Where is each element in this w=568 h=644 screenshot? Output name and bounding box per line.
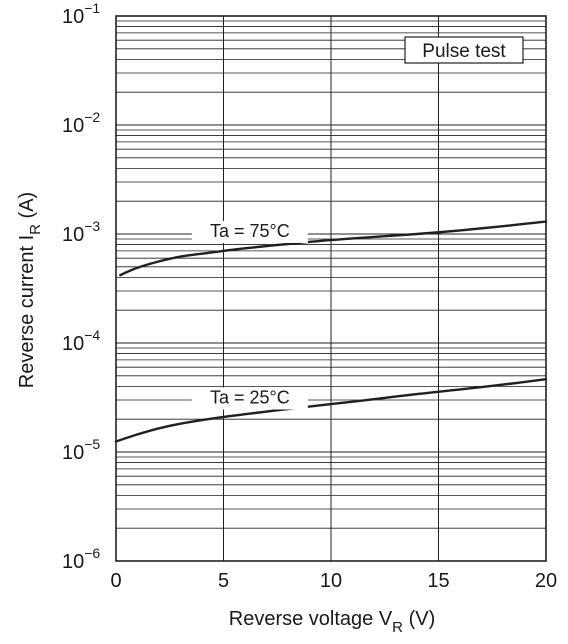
y-tick-base: 10 bbox=[62, 115, 84, 137]
annotation: Pulse test bbox=[404, 36, 524, 64]
y-axis-title: Reverse current IR (A) bbox=[16, 192, 44, 388]
plot-frame bbox=[115, 15, 547, 562]
series-line-2 bbox=[114, 378, 548, 443]
x-tick-label: 0 bbox=[110, 570, 121, 592]
y-tick-base: 10 bbox=[62, 551, 84, 573]
x-tick-label: 20 bbox=[535, 570, 557, 592]
y-tick-exponent: −4 bbox=[84, 327, 100, 343]
y-axis-unit: (A) bbox=[16, 192, 38, 224]
y-tick-exponent: −5 bbox=[84, 436, 100, 452]
series-label-background bbox=[191, 220, 308, 243]
x-tick-label: 15 bbox=[427, 570, 449, 592]
axis-titles: Reverse voltage VR (V)Reverse current IR… bbox=[16, 192, 435, 636]
y-tick-exponent: −6 bbox=[84, 545, 100, 561]
y-tick-label: 10−1 bbox=[62, 0, 100, 28]
y-tick-exponent: −2 bbox=[84, 109, 100, 125]
series-line-1 bbox=[119, 220, 548, 277]
y-tick-exponent: −3 bbox=[84, 218, 100, 234]
y-tick-exponent: −1 bbox=[84, 0, 100, 16]
y-axis-title-text: Reverse current I bbox=[16, 235, 38, 388]
y-tick-base: 10 bbox=[62, 6, 84, 28]
x-axis-unit: (V) bbox=[403, 608, 435, 630]
series-label-1: Ta = 75°C bbox=[210, 221, 290, 241]
y-tick-label: 10−2 bbox=[62, 109, 100, 137]
y-tick-base: 10 bbox=[62, 333, 84, 355]
y-tick-label: 10−4 bbox=[62, 327, 100, 355]
annotation-text: Pulse test bbox=[422, 41, 506, 62]
series-labels: Ta = 75°C Ta = 25°C bbox=[191, 220, 308, 410]
series-label-2: Ta = 25°C bbox=[210, 387, 290, 407]
y-tick-label: 10−6 bbox=[62, 545, 100, 573]
x-axis-title-subscript: R bbox=[392, 619, 403, 636]
x-axis-title: Reverse voltage VR (V) bbox=[229, 608, 435, 636]
y-tick-label: 10−5 bbox=[62, 436, 100, 464]
y-tick-base: 10 bbox=[62, 442, 84, 464]
x-tick-label: 5 bbox=[218, 570, 229, 592]
x-tick-label: 10 bbox=[320, 570, 342, 592]
x-axis-title-text: Reverse voltage V bbox=[229, 608, 393, 630]
y-tick-base: 10 bbox=[62, 224, 84, 246]
y-axis-title-subscript: R bbox=[27, 224, 44, 235]
series-label-background bbox=[191, 387, 308, 410]
curves bbox=[114, 220, 548, 443]
y-tick-label: 10−3 bbox=[62, 218, 100, 246]
annotation-box bbox=[404, 36, 524, 64]
grid bbox=[115, 16, 547, 562]
